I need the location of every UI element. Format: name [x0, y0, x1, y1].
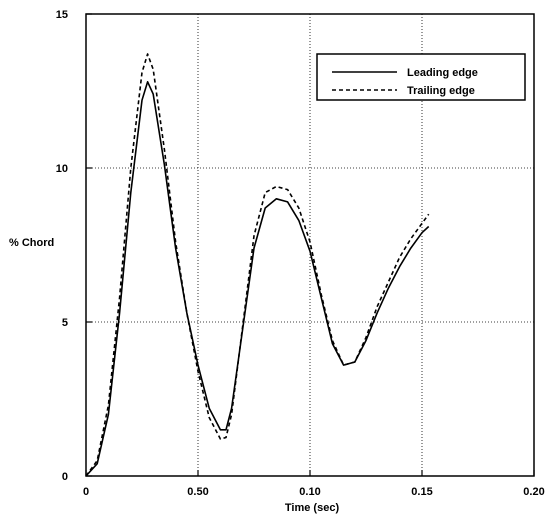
series-lines [85, 53, 430, 477]
x-axis-title: Time (sec) [285, 502, 340, 514]
series-line-trailing-edge [85, 53, 430, 477]
y-axis-title: % Chord [9, 237, 54, 249]
legend-label-trailing-edge: Trailing edge [407, 85, 475, 97]
x-tick-label: 0.20 [523, 486, 544, 498]
grid-lines [86, 14, 534, 476]
legend-label-leading-edge: Leading edge [407, 67, 478, 79]
y-axis-ticks: 0 5 10 15 [56, 9, 92, 483]
x-tick-label: 0.50 [187, 486, 208, 498]
legend-box [316, 53, 526, 101]
legend: Leading edge Trailing edge [316, 53, 526, 101]
series-line-leading-edge [85, 81, 430, 477]
x-axis-ticks: 0 0.50 0.10 0.15 0.20 [83, 470, 545, 498]
x-tick-label: 0.15 [411, 486, 432, 498]
y-tick-label: 5 [62, 317, 68, 329]
y-tick-label: 0 [62, 471, 68, 483]
y-tick-label: 10 [56, 163, 68, 175]
x-tick-label: 0 [83, 486, 89, 498]
x-tick-label: 0.10 [299, 486, 320, 498]
y-tick-label: 15 [56, 9, 68, 21]
